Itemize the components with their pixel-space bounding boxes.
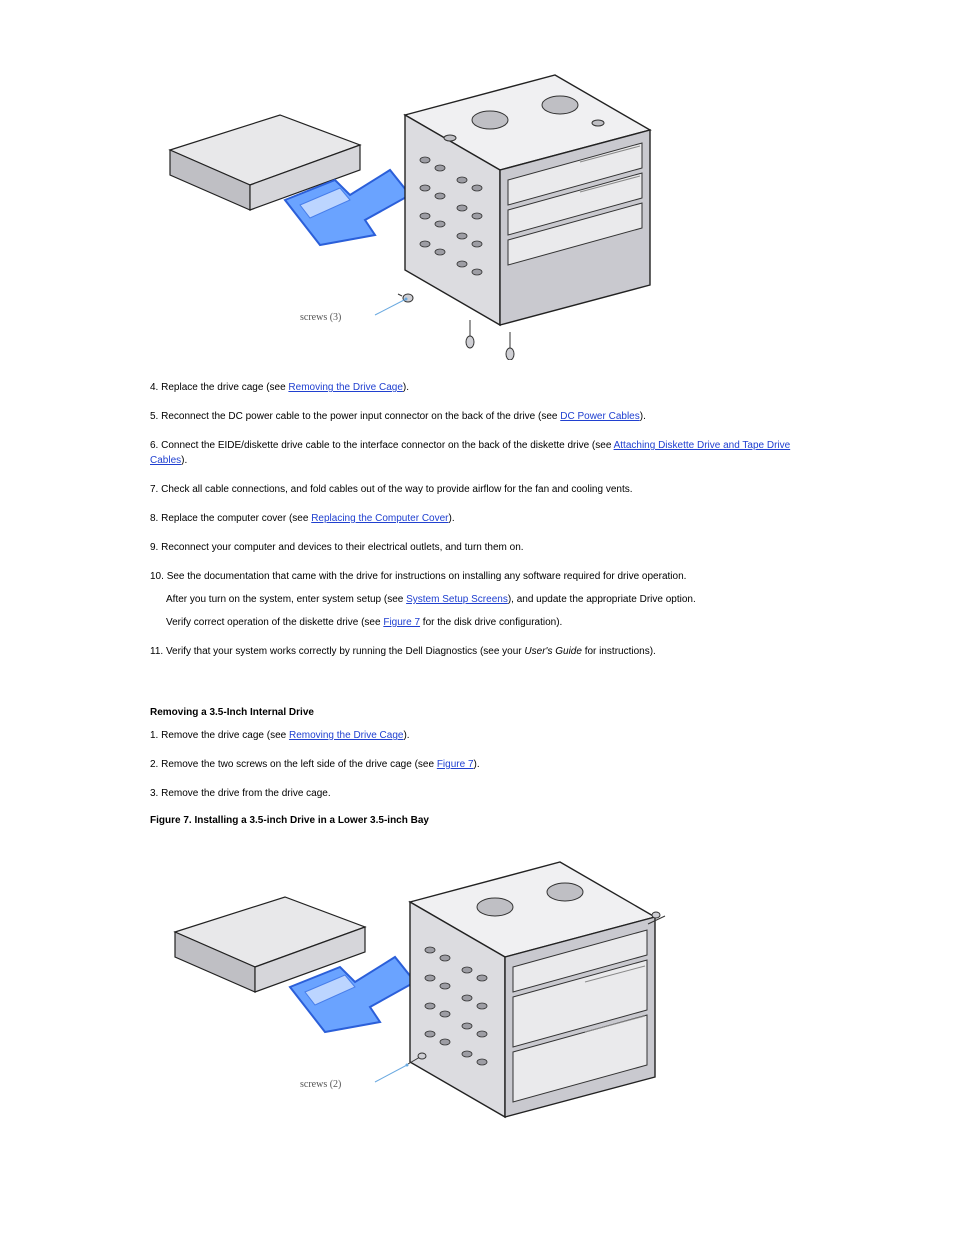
drive-cage-2 [410, 862, 655, 1117]
label-screws-2: screws (2) [300, 1079, 341, 1090]
link-dc-power-cables[interactable]: DC Power Cables [560, 411, 639, 422]
step-4-pre: Replace the drive cage (see [161, 382, 288, 393]
step-4-post: ). [403, 382, 409, 393]
diagram-drive-cage-upper: screws (3) [150, 20, 670, 360]
step-10-sub-post: ), and update the appropriate Drive opti… [508, 594, 696, 605]
step-6: Connect the EIDE/diskette drive cable to… [150, 438, 804, 468]
step-5-pre: Reconnect the DC power cable to the powe… [161, 411, 560, 422]
step-11-italic: User's Guide [524, 646, 582, 657]
remove-35-steps-list: Remove the drive cage (see Removing the … [150, 728, 804, 801]
step-9-text: Reconnect your computer and devices to t… [161, 542, 523, 553]
step-11: Verify that your system works correctly … [150, 644, 804, 659]
step-5: Reconnect the DC power cable to the powe… [150, 409, 804, 424]
remove-step-1-pre: Remove the drive cage (see [161, 730, 289, 741]
step-6-pre: Connect the EIDE/diskette drive cable to… [161, 440, 613, 451]
step-4: Replace the drive cage (see Removing the… [150, 380, 804, 395]
figure-install-drive-lower: screws (2) [150, 832, 804, 1172]
label-screws-3: screws (3) [300, 312, 341, 323]
step-6-post: ). [181, 455, 187, 466]
step-10-sub2: Verify correct operation of the diskette… [166, 615, 804, 630]
figure-install-drive-upper: screws (3) [150, 20, 804, 360]
remove-35-title: Removing a 3.5-Inch Internal Drive [150, 707, 314, 718]
step-10: See the documentation that came with the… [150, 569, 804, 630]
remove-step-3-text: Remove the drive from the drive cage. [161, 788, 331, 799]
step-10-sub: After you turn on the system, enter syst… [166, 592, 804, 607]
step-8: Replace the computer cover (see Replacin… [150, 511, 804, 526]
remove-step-1: Remove the drive cage (see Removing the … [150, 728, 804, 743]
remove-step-2-pre: Remove the two screws on the left side o… [161, 759, 437, 770]
callout-screws: screws (3) [300, 298, 408, 324]
link-figure-7-b[interactable]: Figure 7 [437, 759, 474, 770]
install-steps-list: Replace the drive cage (see Removing the… [150, 380, 804, 659]
link-removing-drive-cage-2[interactable]: Removing the Drive Cage [289, 730, 404, 741]
step-7: Check all cable connections, and fold ca… [150, 482, 804, 497]
step-10-text: See the documentation that came with the… [167, 571, 687, 582]
remove-step-2-post: ). [474, 759, 480, 770]
step-8-pre: Replace the computer cover (see [161, 513, 311, 524]
step-11-pre: Verify that your system works correctly … [166, 646, 524, 657]
figure-7-title: Figure 7. Installing a 3.5-inch Drive in… [150, 815, 804, 826]
link-system-setup-screens[interactable]: System Setup Screens [406, 594, 508, 605]
step-10-sub-pre: After you turn on the system, enter syst… [166, 594, 406, 605]
diagram-drive-cage-lower: screws (2) [150, 832, 670, 1172]
remove-step-1-post: ). [403, 730, 409, 741]
drive-cage [405, 75, 650, 360]
remove-step-3: Remove the drive from the drive cage. [150, 786, 804, 801]
link-replacing-computer-cover[interactable]: Replacing the Computer Cover [311, 513, 448, 524]
step-5-post: ). [640, 411, 646, 422]
step-8-post: ). [449, 513, 455, 524]
callout-screws-2: screws (2) [300, 1064, 409, 1091]
step-10-sub2-pre: Verify correct operation of the diskette… [166, 617, 383, 628]
remove-step-2: Remove the two screws on the left side o… [150, 757, 804, 772]
link-removing-drive-cage[interactable]: Removing the Drive Cage [288, 382, 403, 393]
section-remove-35-heading: Removing a 3.5-Inch Internal Drive [150, 707, 804, 718]
step-7-text: Check all cable connections, and fold ca… [161, 484, 632, 495]
step-10-sub2-post: for the disk drive configuration). [420, 617, 562, 628]
step-11-post: for instructions). [582, 646, 656, 657]
link-figure-7-a[interactable]: Figure 7 [383, 617, 420, 628]
step-9: Reconnect your computer and devices to t… [150, 540, 804, 555]
